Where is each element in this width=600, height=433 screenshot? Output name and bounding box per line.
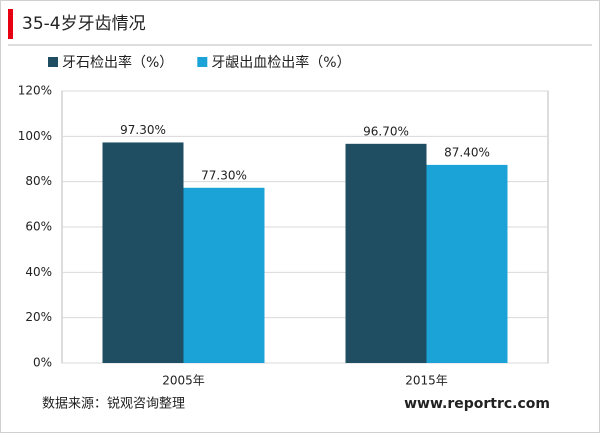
y-tick-label: 0% xyxy=(33,356,52,370)
y-tick-label: 100% xyxy=(18,129,52,143)
source-note: 数据来源：锐观咨询整理 xyxy=(42,397,185,412)
chart-title: 35-4岁牙齿情况 xyxy=(22,14,146,34)
title-accent xyxy=(8,9,13,39)
bar xyxy=(183,187,265,363)
bar xyxy=(426,164,508,363)
y-tick-label: 40% xyxy=(25,265,52,279)
y-tick-label: 120% xyxy=(18,84,52,98)
value-label: 77.30% xyxy=(201,168,247,182)
value-label: 96.70% xyxy=(363,124,409,138)
y-tick-label: 20% xyxy=(25,310,52,324)
value-label: 97.30% xyxy=(120,123,166,137)
y-tick-label: 80% xyxy=(25,174,52,188)
legend-label: 牙石检出率（%） xyxy=(62,54,173,71)
y-tick-label: 60% xyxy=(25,220,52,234)
legend-swatch xyxy=(197,57,208,67)
x-tick-label: 2005年 xyxy=(162,374,205,388)
legend-swatch xyxy=(48,57,58,67)
x-tick-label: 2015年 xyxy=(405,374,448,388)
bar xyxy=(345,143,427,363)
value-label: 87.40% xyxy=(444,145,490,159)
legend-label: 牙龈出血检出率（%） xyxy=(211,54,350,71)
website: www.reportrc.com xyxy=(404,396,550,412)
bar xyxy=(102,142,184,363)
